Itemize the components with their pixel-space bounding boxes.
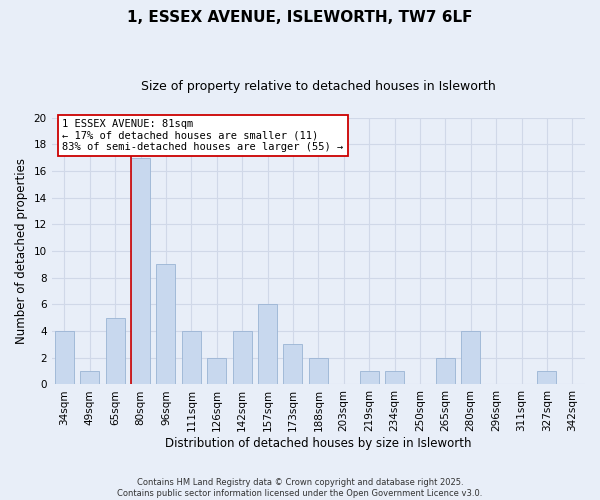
Y-axis label: Number of detached properties: Number of detached properties — [15, 158, 28, 344]
Bar — [131, 158, 150, 384]
Bar — [385, 371, 404, 384]
Title: Size of property relative to detached houses in Isleworth: Size of property relative to detached ho… — [141, 80, 496, 93]
Bar — [182, 331, 201, 384]
X-axis label: Distribution of detached houses by size in Isleworth: Distribution of detached houses by size … — [165, 437, 472, 450]
Bar — [55, 331, 74, 384]
Bar — [309, 358, 328, 384]
Bar — [359, 371, 379, 384]
Bar — [207, 358, 226, 384]
Bar — [436, 358, 455, 384]
Bar — [258, 304, 277, 384]
Bar — [283, 344, 302, 385]
Bar — [157, 264, 175, 384]
Text: 1, ESSEX AVENUE, ISLEWORTH, TW7 6LF: 1, ESSEX AVENUE, ISLEWORTH, TW7 6LF — [127, 10, 473, 25]
Bar — [80, 371, 99, 384]
Bar — [538, 371, 556, 384]
Bar — [106, 318, 125, 384]
Text: 1 ESSEX AVENUE: 81sqm
← 17% of detached houses are smaller (11)
83% of semi-deta: 1 ESSEX AVENUE: 81sqm ← 17% of detached … — [62, 119, 344, 152]
Text: Contains HM Land Registry data © Crown copyright and database right 2025.
Contai: Contains HM Land Registry data © Crown c… — [118, 478, 482, 498]
Bar — [461, 331, 480, 384]
Bar — [233, 331, 251, 384]
